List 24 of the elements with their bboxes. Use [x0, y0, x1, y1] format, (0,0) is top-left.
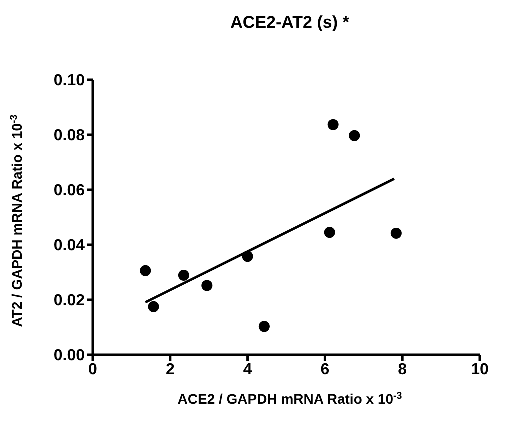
y-tick-label: 0.02: [54, 292, 86, 310]
point: [202, 280, 213, 292]
y-tick-label: 0.00: [54, 348, 86, 365]
point: [258, 321, 270, 332]
y-tick-label: 0.04: [54, 238, 86, 255]
point: [242, 251, 254, 262]
point: [328, 119, 339, 130]
y-tick-label: 0.06: [54, 182, 86, 200]
chart-title: ACE2-AT2 (s) *: [230, 13, 350, 32]
x-tick-label: 4: [243, 361, 252, 378]
point: [148, 301, 160, 312]
y-tick-label: 0.10: [54, 72, 86, 90]
point: [178, 270, 190, 282]
x-tick-label: 8: [398, 361, 408, 378]
x-tick-label: 10: [471, 361, 489, 378]
x-tick-label: 0: [88, 361, 98, 378]
x-tick-label: 6: [320, 361, 330, 378]
x-tick-label: 2: [166, 361, 175, 378]
point: [349, 130, 360, 142]
point: [324, 227, 336, 238]
y-tick-label: 0.08: [54, 128, 86, 145]
point: [390, 228, 402, 239]
x-axis-title: ACE2 / GAPDH mRNA Ratio x 10$^{-3}$: [178, 390, 403, 407]
point: [140, 265, 152, 276]
